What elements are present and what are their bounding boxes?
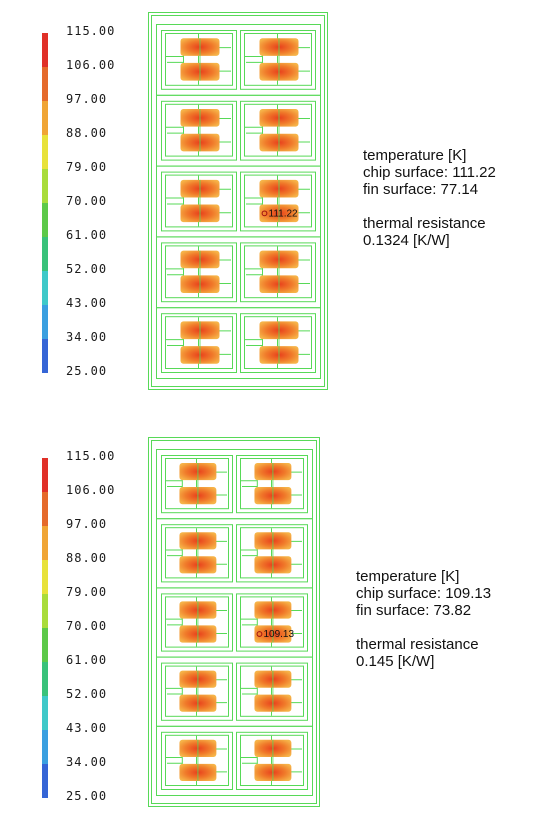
- module-row-outline: [156, 165, 321, 238]
- module-row-outline: [156, 725, 313, 796]
- color-scale-segment: [42, 135, 48, 169]
- color-scale-segment: [42, 339, 48, 373]
- color-scale-tick-label: 25.00: [66, 789, 108, 803]
- color-scale-tick-label: 79.00: [66, 160, 108, 174]
- thermal-resistance-value: 0.145 [K/W]: [356, 653, 435, 670]
- thermal-model-view: 109.13: [148, 437, 320, 807]
- color-scale-segment: [42, 169, 48, 203]
- color-scale-tick-label: 43.00: [66, 296, 108, 310]
- color-scale-segment: [42, 203, 48, 237]
- color-scale-tick-label: 34.00: [66, 330, 108, 344]
- module-row-outline: [156, 307, 321, 380]
- chip-cell: [161, 100, 237, 161]
- color-scale-tick-label: 70.00: [66, 619, 108, 633]
- chip-cell: [240, 100, 316, 161]
- color-scale-tick-label: 115.00: [66, 24, 116, 38]
- chip-cell: [161, 662, 233, 721]
- probe-marker: [261, 210, 268, 217]
- chip-cell: [240, 30, 316, 90]
- color-scale-segment: [42, 560, 48, 594]
- color-scale-segment: [42, 458, 48, 492]
- color-scale-tick-label: 61.00: [66, 228, 108, 242]
- thermal-model-view: 111.22: [148, 12, 328, 390]
- chip-cell: [240, 313, 316, 374]
- fin-surface-temperature: fin surface: 73.82: [356, 602, 472, 619]
- chip-cell: [161, 171, 237, 232]
- chip-cell: [161, 455, 233, 514]
- chip-surface-temperature: chip surface: 109.13: [356, 585, 492, 602]
- thermal-resistance-label: thermal resistance: [363, 215, 486, 232]
- color-scale-tick-label: 106.00: [66, 483, 116, 497]
- color-scale-segment: [42, 101, 48, 135]
- color-scale-tick-label: 34.00: [66, 755, 108, 769]
- results-text: temperature [K] chip surface: 109.13 fin…: [356, 568, 491, 670]
- color-scale-segment: [42, 764, 48, 798]
- probe-temperature-label: 109.13: [263, 629, 294, 640]
- color-scale-tick-label: 115.00: [66, 449, 116, 463]
- chip-cell: [240, 242, 316, 303]
- chip-surface-temperature: chip surface: 111.22: [363, 164, 496, 181]
- thermal-resistance-value: 0.1324 [K/W]: [363, 232, 450, 249]
- chip-cell: [236, 731, 308, 790]
- temperature-unit-label: temperature [K]: [363, 147, 467, 164]
- color-scale-bar: [42, 33, 48, 373]
- color-scale-tick-label: 97.00: [66, 92, 108, 106]
- chip-cell: [161, 242, 237, 303]
- outer-enclosure-outline: [148, 437, 320, 807]
- color-scale-segment: [42, 492, 48, 526]
- temperature-unit-label: temperature [K]: [356, 568, 460, 585]
- probe-temperature-label: 111.22: [269, 208, 299, 219]
- module-row-outline: [156, 236, 321, 309]
- color-scale-segment: [42, 237, 48, 271]
- color-scale-segment: [42, 696, 48, 730]
- color-scale-tick-label: 79.00: [66, 585, 108, 599]
- color-scale-tick-label: 25.00: [66, 364, 108, 378]
- results-text: temperature [K] chip surface: 111.22 fin…: [363, 147, 496, 249]
- color-scale-tick-label: 70.00: [66, 194, 108, 208]
- color-scale-tick-label: 61.00: [66, 653, 108, 667]
- color-scale-tick-label: 52.00: [66, 687, 108, 701]
- chip-cell: [236, 455, 308, 514]
- chip-cell: [161, 313, 237, 374]
- chip-cell: [240, 171, 316, 232]
- color-scale-segment: [42, 730, 48, 764]
- chip-cell: [161, 593, 233, 652]
- color-scale-segment: [42, 305, 48, 339]
- chip-cell: [161, 30, 237, 90]
- color-scale-segment: [42, 594, 48, 628]
- chip-cell: [161, 731, 233, 790]
- color-scale-segment: [42, 662, 48, 696]
- color-scale-segment: [42, 526, 48, 560]
- outer-enclosure-outline: [148, 12, 328, 390]
- color-scale-tick-label: 88.00: [66, 551, 108, 565]
- thermal-resistance-label: thermal resistance: [356, 636, 479, 653]
- chip-cell: [236, 524, 308, 583]
- chip-cell: [236, 593, 308, 652]
- simulation-panel-top: 115.00 106.00 97.00 88.00 79.00 70.00 61.00 52.…: [0, 0, 540, 395]
- module-row-outline: [156, 94, 321, 167]
- inner-enclosure-outline: [151, 15, 325, 387]
- probe-marker: [256, 631, 263, 637]
- color-scale-tick-label: 88.00: [66, 126, 108, 140]
- color-scale-bar: [42, 458, 48, 798]
- color-scale-tick-label: 43.00: [66, 721, 108, 735]
- simulation-panel-bottom: 115.00 106.00 97.00 88.00 79.00 70.00 61.00 52.…: [0, 425, 540, 820]
- chip-cell: [236, 662, 308, 721]
- fin-surface-temperature: fin surface: 77.14: [363, 181, 479, 198]
- color-scale-segment: [42, 33, 48, 67]
- color-scale-segment: [42, 67, 48, 101]
- color-scale-tick-label: 52.00: [66, 262, 108, 276]
- color-scale-tick-label: 106.00: [66, 58, 116, 72]
- color-scale-segment: [42, 271, 48, 305]
- chip-cell: [161, 524, 233, 583]
- module-row-outline: [156, 24, 321, 96]
- color-scale-tick-label: 97.00: [66, 517, 108, 531]
- color-scale-segment: [42, 628, 48, 662]
